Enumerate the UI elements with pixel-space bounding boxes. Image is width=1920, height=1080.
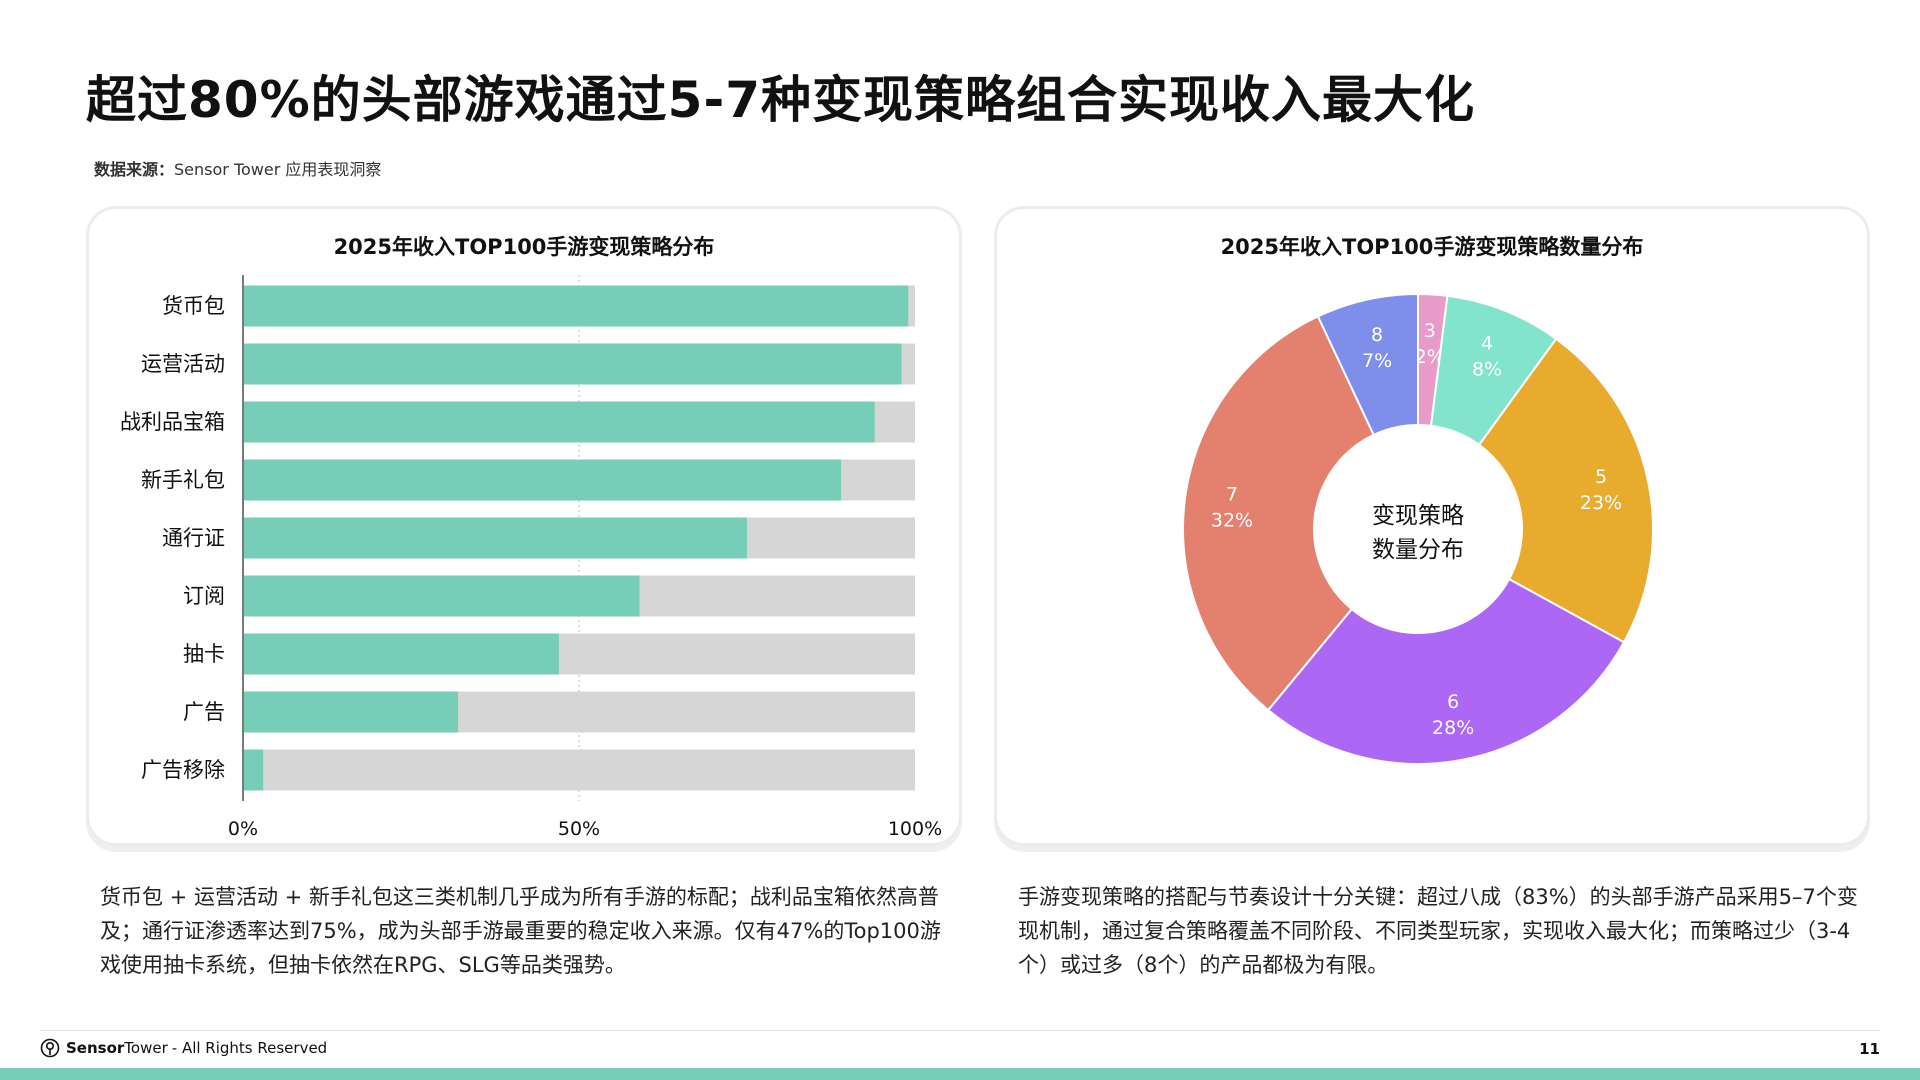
x-tick-label: 100% bbox=[888, 818, 942, 840]
slice-percent-label: 32% bbox=[1211, 510, 1253, 532]
page-number: 11 bbox=[1859, 1040, 1880, 1058]
footer-brand-sensor: Sensor bbox=[66, 1039, 125, 1057]
footer-rights: - All Rights Reserved bbox=[171, 1039, 328, 1057]
category-label: 新手礼包 bbox=[141, 468, 225, 492]
slice-percent-label: 28% bbox=[1432, 717, 1474, 739]
bottom-accent-bar bbox=[0, 1068, 1920, 1080]
slice-count-label: 6 bbox=[1447, 691, 1459, 713]
category-label: 运营活动 bbox=[141, 352, 225, 376]
slice-count-label: 5 bbox=[1595, 466, 1607, 488]
donut-slice bbox=[1477, 337, 1654, 644]
slice-percent-label: 8% bbox=[1472, 359, 1502, 381]
slice-count-label: 4 bbox=[1481, 333, 1493, 355]
donut-center-label: 数量分布 bbox=[1372, 537, 1464, 563]
footer-brand-tower: Tower bbox=[124, 1039, 168, 1057]
bar bbox=[244, 633, 559, 675]
donut-chart-card: 2025年收入TOP100手游变现策略数量分布 3 2% 4 8% 5 23% 6 28% 7 3… bbox=[994, 206, 1870, 846]
donut-slice bbox=[1316, 292, 1419, 437]
category-label: 货币包 bbox=[162, 294, 225, 318]
slice-percent-label: 2% bbox=[1415, 346, 1445, 368]
donut-chart: 32%48%523%628%732%87%变现策略数量分布 bbox=[1182, 292, 1654, 765]
x-tick-label: 50% bbox=[558, 818, 600, 840]
bar bbox=[244, 285, 909, 327]
data-source-text: Sensor Tower 应用表现洞察 bbox=[174, 160, 382, 179]
x-tick-label: 0% bbox=[228, 818, 258, 840]
donut-chart-description: 手游变现策略的搭配与节奏设计十分关键：超过八成（83%）的头部手游产品采用5–7… bbox=[1018, 885, 1858, 977]
bar bbox=[244, 575, 640, 617]
slice-percent-label: 7% bbox=[1362, 350, 1392, 372]
bar-track bbox=[244, 749, 915, 791]
bar bbox=[244, 517, 747, 559]
category-label: 订阅 bbox=[183, 584, 225, 608]
footer-divider bbox=[40, 1030, 1880, 1031]
bar-chart-card: 2025年收入TOP100手游变现策略分布 货币包运营活动战利品宝箱新手礼包通行… bbox=[86, 206, 962, 846]
donut-center-label: 变现策略 bbox=[1372, 503, 1464, 529]
bar bbox=[244, 749, 264, 791]
donut-slice bbox=[1182, 315, 1376, 712]
slice-count-label: 8 bbox=[1371, 324, 1383, 346]
bar bbox=[244, 401, 875, 443]
bar bbox=[244, 691, 459, 733]
category-label: 广告 bbox=[183, 700, 225, 724]
category-label: 广告移除 bbox=[141, 758, 225, 782]
bar bbox=[244, 343, 902, 385]
slice-count-label: 7 bbox=[1226, 484, 1238, 506]
category-label: 通行证 bbox=[162, 526, 225, 550]
slice-percent-label: 23% bbox=[1580, 492, 1622, 514]
bar-chart-description: 货币包 + 运营活动 + 新手礼包这三类机制几乎成为所有手游的标配；战利品宝箱依… bbox=[100, 885, 941, 977]
sensor-tower-logo-icon bbox=[40, 1038, 60, 1058]
category-label: 战利品宝箱 bbox=[120, 410, 225, 434]
footer-brand: Sensor Tower - All Rights Reserved bbox=[40, 1038, 327, 1058]
page-title: 超过80%的头部游戏通过5-7种变现策略组合实现收入最大化 bbox=[86, 71, 1476, 129]
bar bbox=[244, 459, 842, 501]
donut-slice bbox=[1266, 577, 1626, 765]
slice-count-label: 3 bbox=[1424, 320, 1436, 342]
donut-chart-title: 2025年收入TOP100手游变现策略数量分布 bbox=[1220, 235, 1644, 259]
data-source: 数据来源：Sensor Tower 应用表现洞察 bbox=[94, 156, 381, 180]
data-source-label: 数据来源： bbox=[94, 160, 175, 179]
category-label: 抽卡 bbox=[183, 642, 225, 666]
bar-chart-title: 2025年收入TOP100手游变现策略分布 bbox=[333, 235, 715, 259]
